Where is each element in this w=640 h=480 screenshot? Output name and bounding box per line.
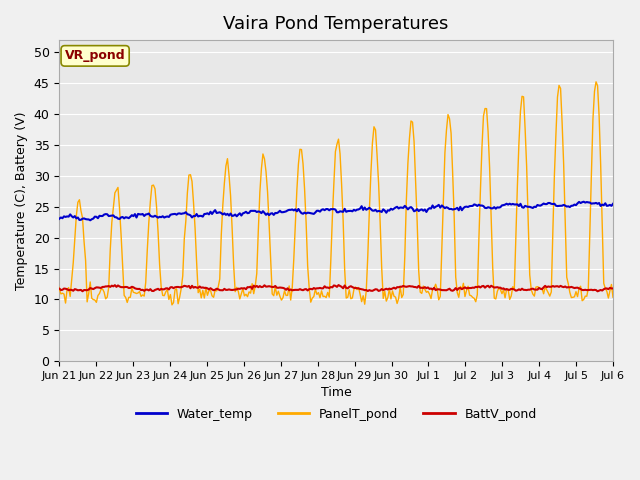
- X-axis label: Time: Time: [321, 386, 351, 399]
- Y-axis label: Temperature (C), Battery (V): Temperature (C), Battery (V): [15, 111, 28, 290]
- Title: Vaira Pond Temperatures: Vaira Pond Temperatures: [223, 15, 449, 33]
- Text: VR_pond: VR_pond: [65, 49, 125, 62]
- Legend: Water_temp, PanelT_pond, BattV_pond: Water_temp, PanelT_pond, BattV_pond: [131, 403, 542, 425]
